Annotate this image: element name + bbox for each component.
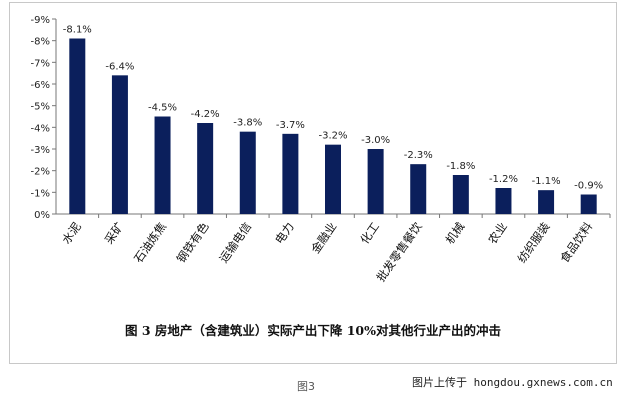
- bar: [197, 123, 214, 214]
- category-label: 水泥: [59, 220, 84, 247]
- bar: [580, 194, 597, 214]
- y-tick-label: -7%: [31, 58, 50, 69]
- y-tick-label: 0%: [34, 210, 50, 221]
- category-label: 纺织服装: [515, 219, 553, 265]
- data-label: -3.8%: [233, 118, 262, 129]
- chart-title: 图 3 房地产（含建筑业）实际产出下降 10%对其他行业产出的冲击: [124, 323, 502, 338]
- category-label: 食品饮料: [557, 219, 595, 265]
- category-label: 金融业: [308, 220, 339, 256]
- category-label: 机械: [443, 219, 468, 246]
- data-label: -3.7%: [276, 120, 305, 131]
- category-label: 农业: [485, 220, 510, 247]
- bar: [154, 116, 171, 214]
- y-tick-label: -4%: [31, 123, 50, 134]
- category-label: 化工: [357, 220, 382, 247]
- bar: [111, 75, 128, 214]
- figure-label: 图3: [297, 380, 315, 393]
- y-tick-label: -9%: [31, 15, 50, 26]
- bar-chart: 0% -1% -2% -3% -4% -5% -6% -7% -8% -9% -8.1% 水泥 -6.4…: [31, 15, 611, 284]
- data-label: -1.8%: [446, 161, 475, 172]
- upload-source-note: 图片上传于 hongdou.gxnews.com.cn: [412, 376, 613, 389]
- y-tick-label: -2%: [31, 167, 50, 178]
- data-label: -3.2%: [318, 131, 347, 142]
- y-tick-label: -6%: [31, 80, 50, 91]
- data-label: -4.2%: [191, 109, 220, 120]
- data-label: -1.1%: [532, 176, 561, 187]
- bar: [325, 144, 341, 214]
- y-tick-label: -5%: [31, 102, 50, 113]
- category-label: 石油炼焦: [131, 219, 169, 265]
- category-label: 运输电信: [216, 220, 254, 266]
- y-tick-label: -1%: [31, 188, 50, 199]
- chart-frame: 0% -1% -2% -3% -4% -5% -6% -7% -8% -9% -8.1% 水泥 -6.4…: [9, 2, 617, 364]
- bar: [410, 164, 427, 214]
- bar: [282, 133, 299, 214]
- bar: [69, 38, 86, 214]
- y-tick-label: -3%: [31, 145, 50, 156]
- category-label: 批发零售餐饮: [374, 219, 425, 284]
- bar: [495, 188, 512, 214]
- data-label: -3.0%: [361, 135, 390, 146]
- bar: [538, 190, 555, 214]
- bar: [239, 131, 256, 214]
- data-label: -1.2%: [489, 174, 518, 185]
- data-label: -8.1%: [63, 25, 92, 36]
- y-tick-label: -8%: [31, 37, 50, 48]
- category-label: 采矿: [102, 220, 127, 247]
- data-label: -0.9%: [574, 181, 603, 192]
- category-label: 电力: [272, 220, 297, 247]
- bar: [452, 175, 469, 214]
- data-label: -6.4%: [105, 61, 134, 72]
- bar: [367, 149, 384, 214]
- data-label: -2.3%: [404, 150, 433, 161]
- category-label: 钢铁有色: [174, 219, 212, 265]
- data-label: -4.5%: [148, 103, 177, 114]
